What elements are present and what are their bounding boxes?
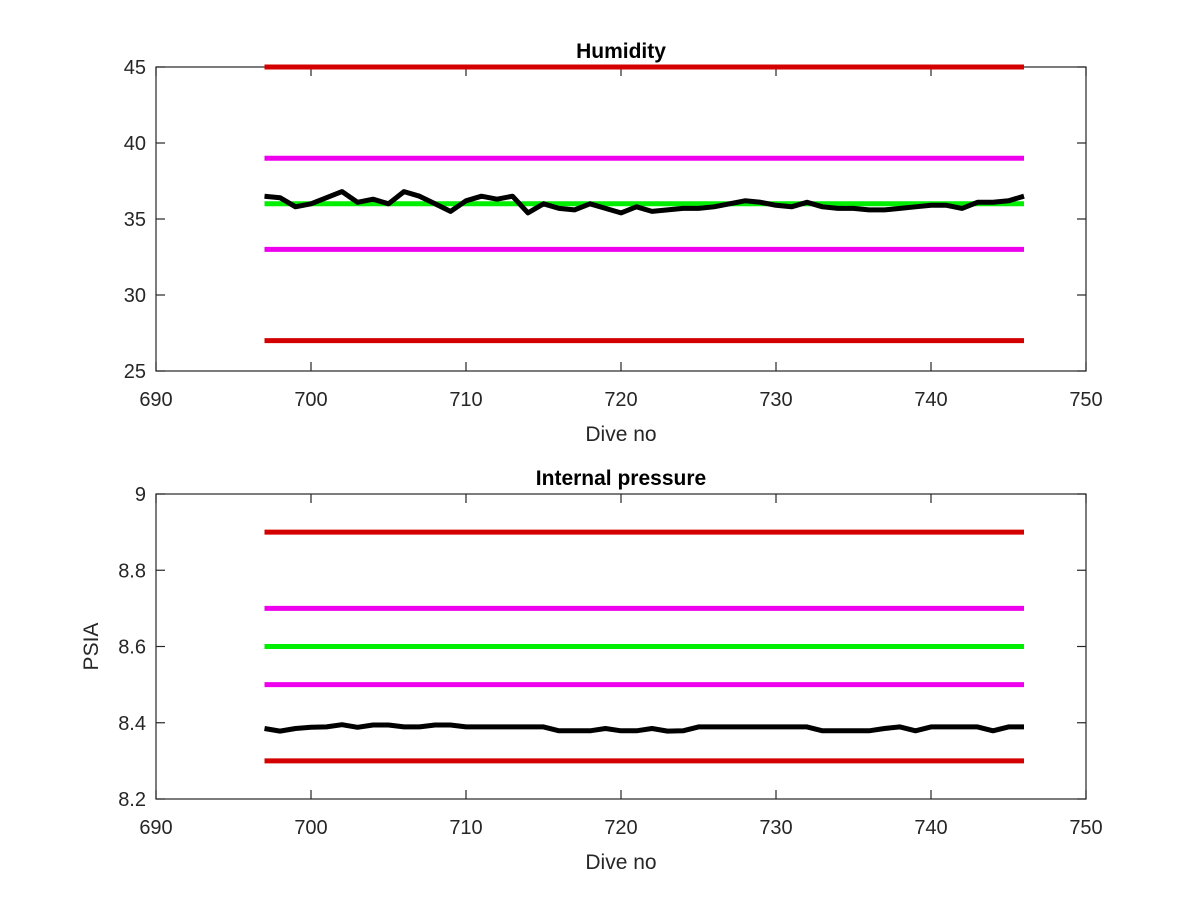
humidity-y-tick-label: 45 xyxy=(124,57,146,79)
pressure-title: Internal pressure xyxy=(536,467,706,490)
pressure-y-tick-label: 8.6 xyxy=(118,637,146,659)
humidity-y-tick-label: 30 xyxy=(124,285,146,307)
pressure-series xyxy=(264,529,1024,764)
pressure-measurement-line xyxy=(264,722,1024,734)
pressure-y-tick-label: 8.8 xyxy=(118,560,146,582)
pressure-x-tick-label: 690 xyxy=(139,817,172,839)
humidity-series xyxy=(264,64,1025,344)
pressure-y-tick-label: 9 xyxy=(135,484,146,506)
pressure-ticks: 690 700 710 720 730 740 750 8.2 8.4 8.6 8.8 9 xyxy=(118,484,1103,839)
pressure-x-tick-label: 750 xyxy=(1069,817,1102,839)
humidity-title: Humidity xyxy=(576,40,666,63)
humidity-ticks: 690 700 710 720 730 740 750 25 30 35 40 45 xyxy=(124,57,1103,411)
pressure-x-tick-label: 700 xyxy=(294,817,327,839)
pressure-subplot: 690 700 710 720 730 740 750 8.2 8.4 8.6 8.8 9 Inter… xyxy=(80,467,1103,874)
pressure-x-tick-label: 710 xyxy=(449,817,482,839)
humidity-y-tick-label: 35 xyxy=(124,209,146,231)
pressure-x-tick-label: 720 xyxy=(604,817,637,839)
humidity-x-tick-label: 730 xyxy=(759,389,792,411)
humidity-plot-area xyxy=(155,66,1087,372)
humidity-y-tick-label: 25 xyxy=(124,361,146,383)
humidity-x-tick-label: 690 xyxy=(139,389,172,411)
pressure-x-axis-label: Dive no xyxy=(585,851,656,874)
humidity-subplot: 690 700 710 720 730 740 750 25 30 35 40 45 Humidity… xyxy=(124,40,1103,446)
humidity-x-tick-label: 700 xyxy=(294,389,327,411)
pressure-x-tick-label: 730 xyxy=(759,817,792,839)
pressure-y-tick-label: 8.4 xyxy=(118,713,146,735)
humidity-x-tick-label: 750 xyxy=(1069,389,1102,411)
humidity-measurement-line xyxy=(264,189,1025,216)
humidity-y-tick-label: 40 xyxy=(124,133,146,155)
humidity-x-tick-label: 710 xyxy=(449,389,482,411)
pressure-y-axis-label: PSIA xyxy=(80,623,103,671)
pressure-y-tick-label: 8.2 xyxy=(118,789,146,811)
humidity-x-axis-label: Dive no xyxy=(585,423,656,446)
humidity-x-tick-label: 720 xyxy=(604,389,637,411)
pressure-x-tick-label: 740 xyxy=(914,817,947,839)
humidity-x-tick-label: 740 xyxy=(914,389,947,411)
